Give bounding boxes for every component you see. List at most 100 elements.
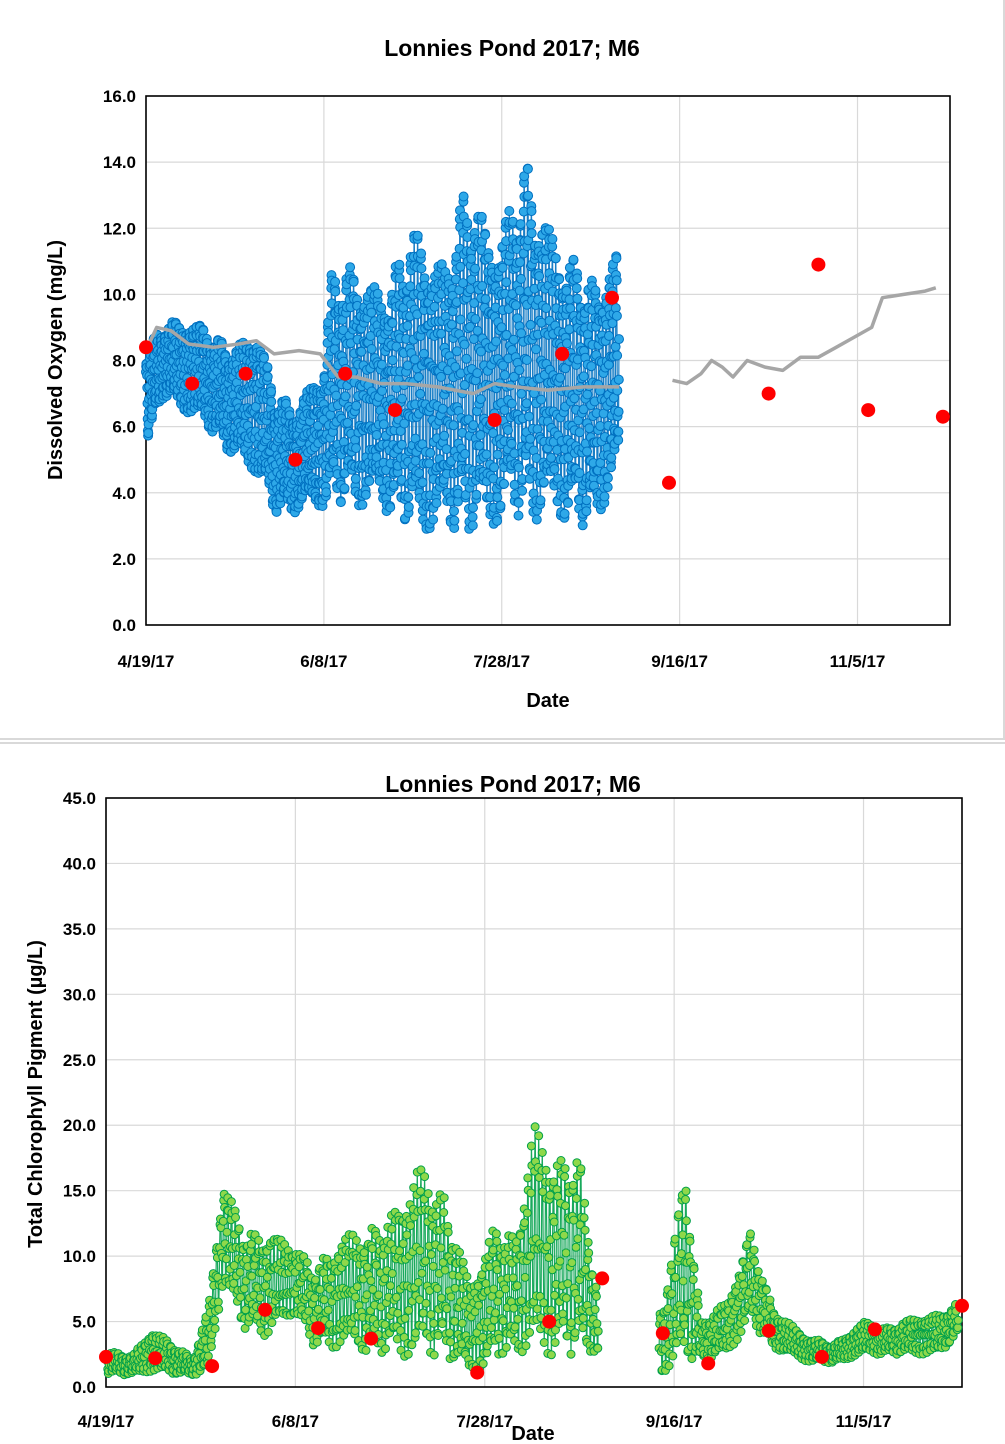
- data-point: [599, 491, 610, 502]
- y-tick-label: 0.0: [112, 616, 136, 635]
- data-point: [304, 1306, 314, 1316]
- data-point: [436, 371, 446, 382]
- data-point: [339, 483, 350, 494]
- data-point: [586, 361, 597, 372]
- data-point: [521, 1341, 531, 1351]
- data-point: [567, 1258, 577, 1268]
- data-point: [455, 314, 466, 325]
- data-point: [402, 360, 413, 371]
- data-point: [541, 303, 552, 314]
- y-tick-label: 30.0: [63, 985, 96, 1004]
- data-point: [580, 1225, 590, 1235]
- data-point: [613, 426, 624, 437]
- data-point: [611, 253, 622, 264]
- data-point: [262, 1272, 272, 1282]
- y-tick-label: 20.0: [63, 1116, 96, 1135]
- data-point: [476, 211, 487, 222]
- data-point: [262, 362, 273, 373]
- data-point: [497, 262, 508, 273]
- data-point: [458, 278, 468, 289]
- data-point: [491, 336, 502, 347]
- data-point: [436, 1293, 446, 1303]
- data-point: [582, 446, 592, 457]
- x-tick-label: 6/8/17: [300, 652, 347, 671]
- data-point: [861, 403, 876, 418]
- data-point: [345, 262, 356, 273]
- data-point: [583, 1237, 593, 1247]
- data-point: [584, 423, 595, 434]
- data-point: [351, 1292, 360, 1302]
- data-point: [342, 417, 353, 428]
- data-point: [376, 359, 387, 370]
- data-point: [562, 1331, 572, 1341]
- data-point: [526, 1141, 536, 1151]
- data-point: [440, 1265, 450, 1275]
- data-point: [489, 462, 500, 473]
- data-point: [367, 1244, 377, 1254]
- data-point: [374, 1290, 384, 1300]
- data-point: [351, 400, 362, 411]
- data-point: [458, 1257, 468, 1267]
- data-point: [520, 1218, 530, 1228]
- data-point: [351, 443, 361, 454]
- data-point: [362, 1262, 372, 1272]
- data-point: [235, 1267, 245, 1277]
- y-tick-label: 14.0: [103, 153, 136, 172]
- data-point: [449, 515, 460, 526]
- data-point: [510, 300, 521, 311]
- data-point: [516, 388, 527, 399]
- data-point: [814, 1349, 829, 1364]
- data-point: [376, 302, 387, 313]
- data-point: [234, 1224, 244, 1234]
- data-point: [561, 1248, 571, 1258]
- data-point: [492, 1265, 502, 1275]
- data-point: [506, 438, 517, 449]
- y-tick-label: 5.0: [72, 1313, 96, 1332]
- data-point: [315, 1285, 325, 1294]
- data-point: [761, 386, 776, 401]
- data-point: [530, 1122, 540, 1132]
- do-chart-panel: 0.0 2.0 4.0 6.0 8.0 10.0 12.0 14.0 16.0 4/19/17 6/…: [0, 0, 1005, 740]
- x-tick-label: 11/5/17: [830, 652, 886, 671]
- data-point: [421, 1256, 430, 1266]
- data-point: [537, 1148, 547, 1157]
- data-point: [605, 290, 619, 305]
- series-2: [139, 257, 950, 490]
- x-tick-label: 4/19/17: [78, 1412, 135, 1431]
- data-point: [664, 1361, 674, 1371]
- data-point: [662, 475, 676, 490]
- data-point: [574, 427, 585, 438]
- data-point: [488, 1245, 498, 1255]
- data-point: [568, 1180, 578, 1190]
- data-point: [549, 1177, 559, 1187]
- data-point: [249, 1261, 259, 1270]
- data-point: [448, 420, 459, 431]
- data-point: [437, 1319, 447, 1329]
- data-point: [526, 206, 537, 217]
- data-point: [262, 371, 273, 382]
- data-point: [139, 340, 153, 355]
- data-point: [554, 274, 565, 285]
- data-point: [436, 328, 447, 339]
- data-point: [566, 1318, 576, 1328]
- data-point: [532, 1304, 542, 1314]
- data-point: [381, 1344, 390, 1354]
- data-point: [470, 263, 481, 274]
- data-point: [522, 1208, 532, 1218]
- data-point: [492, 515, 503, 526]
- data-point: [593, 1326, 603, 1336]
- data-point: [501, 1342, 511, 1352]
- do-chart: 0.0 2.0 4.0 6.0 8.0 10.0 12.0 14.0 16.0 4/19/17 6/…: [45, 35, 951, 712]
- data-point: [394, 273, 405, 284]
- data-point: [516, 328, 527, 339]
- y-axis-label: Total Chlorophyll Pigment (µg/L): [25, 940, 47, 1248]
- data-point: [568, 254, 579, 265]
- data-point: [377, 385, 388, 396]
- data-point: [221, 1254, 231, 1264]
- data-point: [433, 1331, 443, 1340]
- data-point: [668, 1351, 678, 1361]
- data-point: [513, 510, 524, 521]
- data-point: [611, 310, 622, 321]
- data-point: [247, 1271, 257, 1281]
- data-point: [470, 1365, 485, 1380]
